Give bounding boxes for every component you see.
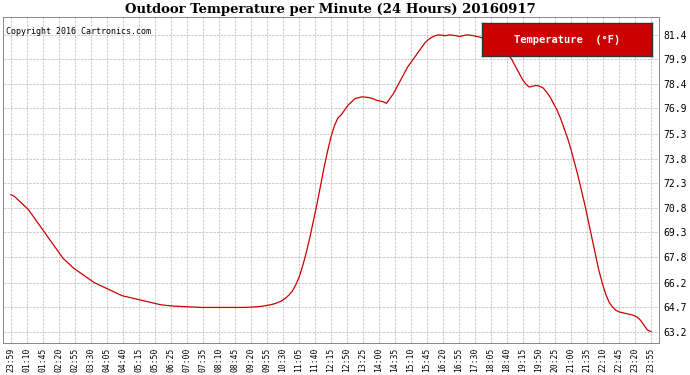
Text: Copyright 2016 Cartronics.com: Copyright 2016 Cartronics.com: [6, 27, 151, 36]
Title: Outdoor Temperature per Minute (24 Hours) 20160917: Outdoor Temperature per Minute (24 Hours…: [126, 3, 536, 16]
